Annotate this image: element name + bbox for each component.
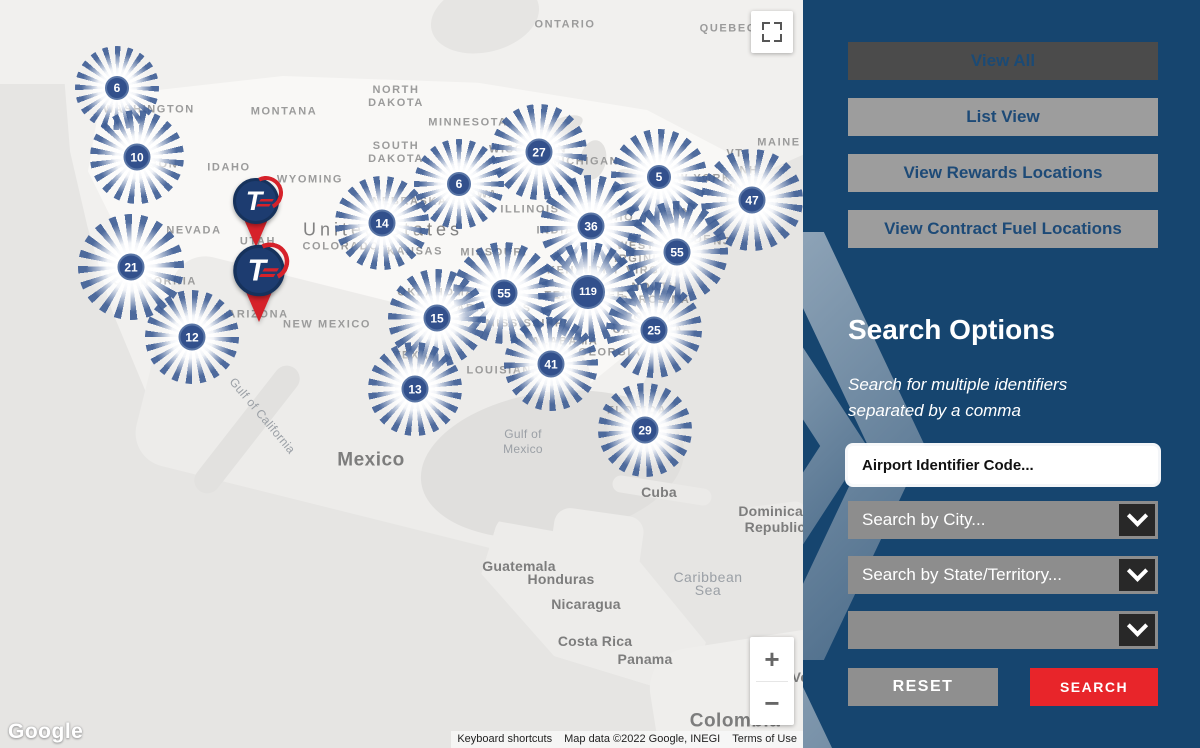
brand-letter: T	[245, 185, 263, 216]
cluster-count-badge: 6	[105, 76, 129, 100]
view-rewards-locations-button[interactable]: View Rewards Locations	[848, 154, 1158, 192]
map-label-nevada: NEVADA	[166, 224, 222, 237]
map-label-panama: Panama	[617, 651, 673, 667]
brand-logo-icon: T	[233, 244, 285, 297]
map-data-attribution: Map data ©2022 Google, INEGI	[558, 731, 727, 748]
chevron-down-icon	[1119, 614, 1155, 646]
sidebar-content: View All List View View Rewards Location…	[848, 0, 1158, 706]
fullscreen-icon	[762, 22, 782, 42]
reset-search-row: RESET SEARCH	[848, 668, 1158, 706]
map-label-ontario: ONTARIO	[534, 18, 596, 31]
map-label-idaho: IDAHO	[207, 161, 251, 174]
map-canvas[interactable]: ONTARIOQUEBECWASHINGTONMONTANANORTH DAKO…	[0, 0, 803, 748]
brand-logo-icon: T	[233, 178, 279, 224]
airport-identifier-input[interactable]	[848, 446, 1158, 484]
map-label-dominican-republic: Dominican Republic	[738, 503, 803, 535]
fullscreen-button[interactable]	[751, 11, 793, 53]
brand-letter: T	[247, 253, 266, 287]
zoom-divider	[756, 680, 788, 682]
map-label-guatemala: Guatemala	[482, 558, 556, 574]
view-all-button[interactable]: View All	[848, 42, 1158, 80]
search-button[interactable]: SEARCH	[1030, 668, 1158, 706]
map-label-minnesota: MINNESOTA	[428, 116, 508, 129]
list-view-button[interactable]: List View	[848, 98, 1158, 136]
map-label-costa-rica: Costa Rica	[557, 633, 633, 649]
zoom-out-button[interactable]: −	[764, 688, 780, 719]
city-dropdown[interactable]: Search by City...	[848, 501, 1158, 539]
chevron-down-icon	[1119, 559, 1155, 591]
map-label-south-dakota: SOUTH DAKOTA	[368, 140, 424, 165]
sidebar-panel: View All List View View Rewards Location…	[803, 0, 1200, 748]
view-contract-fuel-locations-button[interactable]: View Contract Fuel Locations	[848, 210, 1158, 248]
map-label-caribbean-sea: Caribbean Sea	[673, 569, 743, 598]
chevron-down-icon	[1119, 504, 1155, 536]
map-label-honduras: Honduras	[527, 571, 595, 587]
reset-button[interactable]: RESET	[848, 668, 998, 706]
zoom-control: + −	[750, 637, 794, 725]
map-label-north-dakota: NORTH DAKOTA	[368, 84, 424, 109]
map-label-gulf-of-mexico: Gulf of Mexico	[503, 427, 543, 456]
map-label-mexico: Mexico	[337, 449, 405, 471]
empty-dropdown[interactable]	[848, 611, 1158, 649]
map-label-cuba: Cuba	[641, 484, 677, 500]
map-attribution-bar: Keyboard shortcuts Map data ©2022 Google…	[451, 731, 803, 748]
map-label-montana: MONTANA	[250, 105, 318, 118]
keyboard-shortcuts-link[interactable]: Keyboard shortcuts	[451, 731, 559, 748]
search-options-heading: Search Options	[848, 314, 1055, 345]
google-logo: Google	[8, 720, 84, 743]
state-territory-dropdown-value: Search by State/Territory...	[862, 565, 1062, 584]
map-label-new-mexico: NEW MEXICO	[282, 318, 372, 331]
map-label-venez: Venez	[791, 669, 803, 685]
map-label-nicaragua: Nicaragua	[551, 596, 621, 612]
map-label-quebec: QUEBEC	[699, 22, 757, 35]
state-territory-dropdown[interactable]: Search by State/Territory...	[848, 556, 1158, 594]
map-clusters-layer: 6 10 21 12 14 6 27 36 5 47 55 55 119 15 13 41 25 29	[66, 46, 803, 486]
city-dropdown-value: Search by City...	[862, 510, 986, 529]
map-label-wyoming: WYOMING	[276, 173, 344, 186]
arizona-location-pin[interactable]: T	[233, 244, 285, 322]
search-hint-text: Search for multiple identifiers separated…	[848, 375, 1068, 420]
terms-of-use-link[interactable]: Terms of Use	[726, 731, 803, 748]
zoom-in-button[interactable]: +	[764, 643, 780, 674]
map-label-maine: MAINE	[757, 136, 801, 149]
utah-location-pin[interactable]: T	[233, 178, 279, 247]
